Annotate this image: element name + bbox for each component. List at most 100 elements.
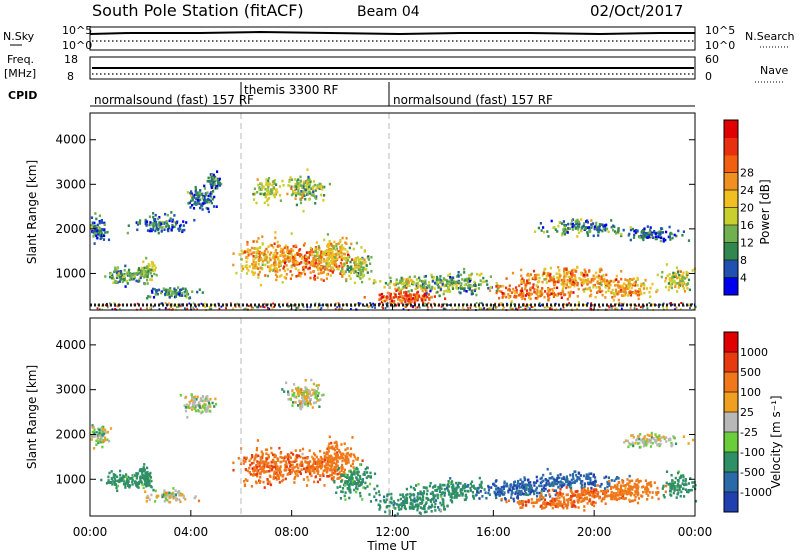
range-cell <box>294 267 297 270</box>
range-cell <box>447 493 451 496</box>
range-cell <box>551 288 554 291</box>
range-cell <box>314 453 317 457</box>
range-cell <box>192 306 195 309</box>
range-cell <box>145 500 148 503</box>
range-cell <box>448 272 451 276</box>
range-cell <box>268 480 271 484</box>
range-cell <box>359 273 362 277</box>
range-cell <box>568 295 571 298</box>
range-cell <box>286 248 289 252</box>
range-cell <box>607 284 610 287</box>
range-cell <box>290 265 293 269</box>
range-cell <box>169 500 172 504</box>
range-cell <box>365 268 368 271</box>
range-cell <box>655 290 658 293</box>
range-cell <box>683 290 687 293</box>
range-cell <box>246 248 249 251</box>
range-cell <box>563 226 566 230</box>
range-cell <box>204 403 207 407</box>
range-cell <box>442 280 445 283</box>
range-cell <box>236 302 239 305</box>
range-cell <box>169 287 172 290</box>
range-cell <box>320 465 323 469</box>
range-cell <box>175 288 178 292</box>
range-cell <box>361 273 365 277</box>
range-cell <box>272 465 275 468</box>
range-cell <box>427 293 430 296</box>
range-cell <box>184 409 188 413</box>
range-cell <box>143 478 146 481</box>
range-cell <box>152 488 155 492</box>
range-cell <box>291 404 294 407</box>
range-cell <box>245 456 248 460</box>
range-cell <box>496 490 499 494</box>
range-cell <box>116 267 119 270</box>
range-cell <box>168 219 171 223</box>
range-cell <box>343 484 347 487</box>
range-cell <box>313 264 316 268</box>
range-cell <box>163 228 166 231</box>
range-cell <box>463 486 466 489</box>
range-cell <box>193 402 196 405</box>
range-cell <box>124 482 127 485</box>
range-cell <box>341 270 344 273</box>
range-cell <box>335 465 338 469</box>
range-cell <box>530 292 533 296</box>
range-cell <box>117 270 120 273</box>
range-cell <box>258 188 261 192</box>
range-cell <box>116 475 119 479</box>
range-cell <box>273 470 276 474</box>
range-cell <box>576 235 579 238</box>
nsky-tick-bottom: 10^0 <box>62 39 92 52</box>
range-cell <box>214 177 218 181</box>
range-cell <box>382 295 385 298</box>
range-cell <box>588 269 591 272</box>
range-cell <box>253 187 256 191</box>
range-cell <box>507 489 510 493</box>
range-cell <box>327 268 330 272</box>
range-cell <box>309 180 312 183</box>
range-cell <box>388 282 391 285</box>
range-cell <box>571 228 574 231</box>
range-cell <box>314 396 317 399</box>
range-cell <box>370 270 373 273</box>
range-cell <box>412 297 415 300</box>
range-cell <box>502 284 505 288</box>
range-cell <box>270 451 273 455</box>
range-cell <box>556 280 560 284</box>
range-cell <box>341 487 345 490</box>
range-cell <box>333 448 337 452</box>
range-cell <box>232 307 234 310</box>
range-cell <box>306 404 309 407</box>
range-cell <box>536 288 539 292</box>
range-cell <box>100 478 103 482</box>
range-cell <box>317 245 320 248</box>
range-cell <box>173 292 176 295</box>
range-cell <box>547 296 550 300</box>
range-cell <box>424 288 427 291</box>
range-cell <box>443 483 446 487</box>
range-cell <box>269 266 272 269</box>
range-cell <box>494 306 497 309</box>
range-cell <box>261 260 264 263</box>
range-cell <box>363 473 366 476</box>
range-cell <box>446 290 449 293</box>
range-cell <box>337 302 340 305</box>
range-cell <box>457 485 460 489</box>
range-cell <box>309 276 312 280</box>
range-cell <box>146 307 148 310</box>
range-cell <box>585 281 588 284</box>
range-cell <box>149 471 152 475</box>
range-cell <box>635 308 638 311</box>
range-cell <box>422 495 425 498</box>
range-cell <box>265 256 268 259</box>
range-cell <box>341 459 344 463</box>
range-cell <box>503 482 506 485</box>
range-cell <box>355 266 358 270</box>
range-cell <box>397 498 400 502</box>
range-cell <box>193 218 196 222</box>
range-cell <box>377 490 381 493</box>
range-cell <box>429 492 432 495</box>
range-cell <box>157 231 160 235</box>
range-cell <box>525 281 528 285</box>
